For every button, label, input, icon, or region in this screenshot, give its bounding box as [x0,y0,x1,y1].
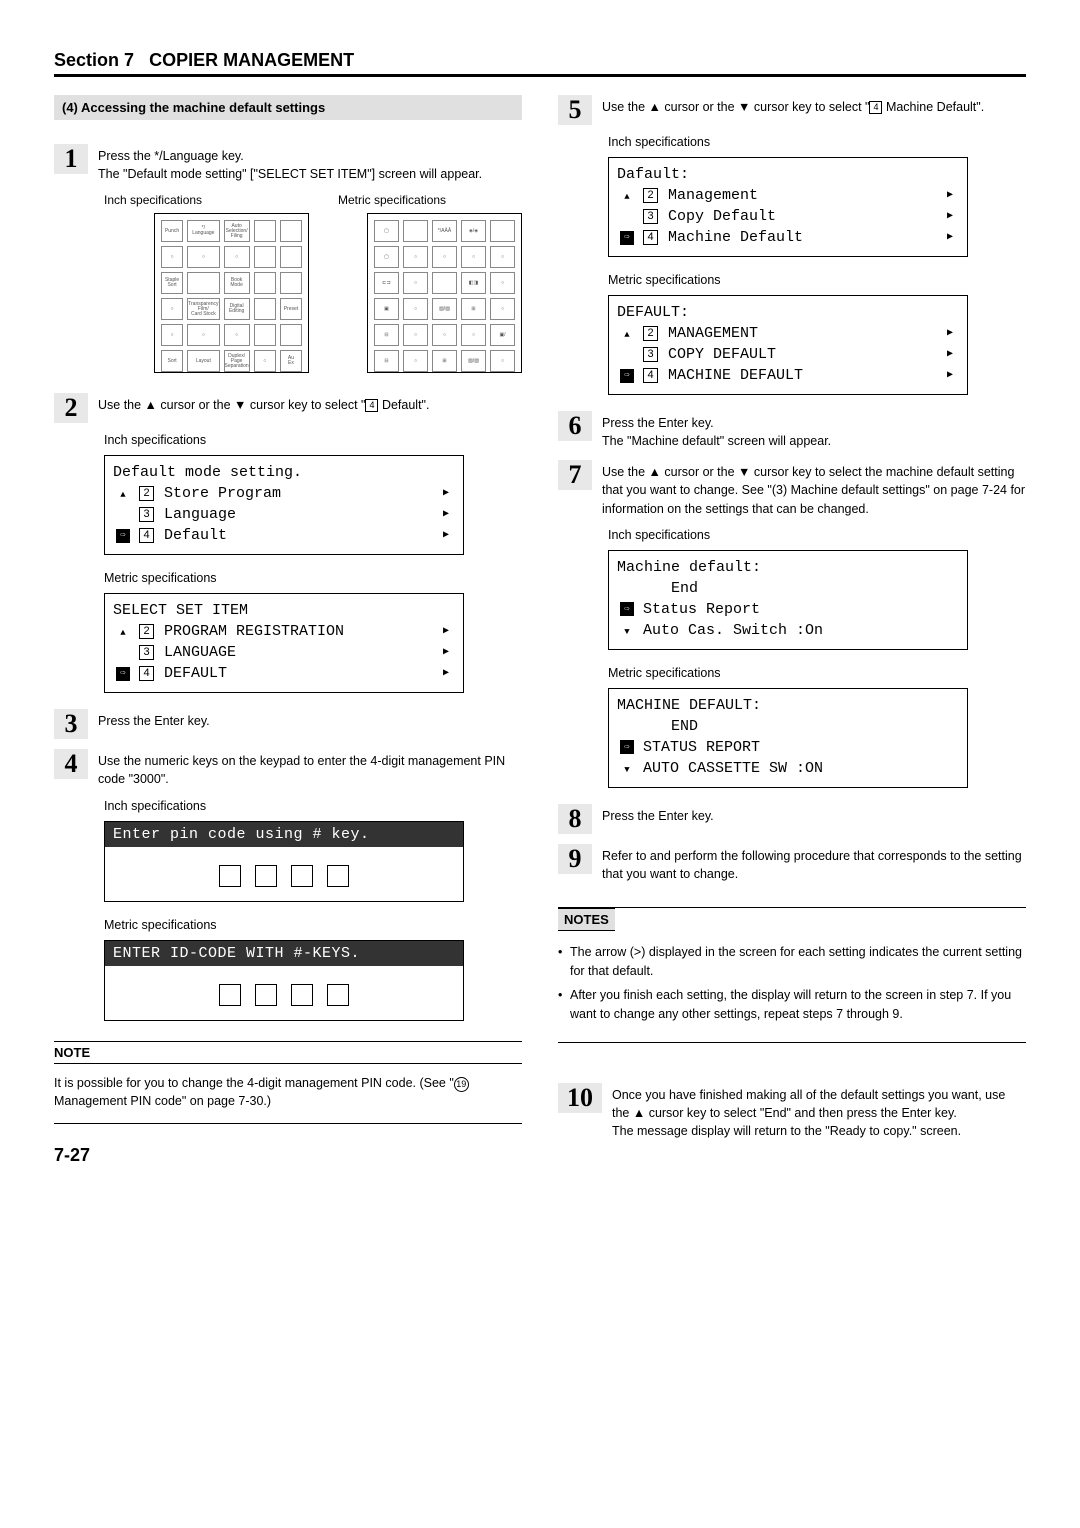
spec-label-metric: Metric specifications [104,571,522,585]
note-item: The arrow (>) displayed in the screen fo… [558,943,1026,981]
spec-label-inch: Inch specifications [608,135,1026,149]
page-number: 7-27 [54,1145,90,1166]
step-number-badge: 1 [54,144,88,174]
down-arrow-icon [624,620,629,641]
step-number-badge: 2 [54,393,88,423]
note-body: It is possible for you to change the 4-d… [54,1074,522,1125]
selector-arrow-icon: ⇨ [620,602,634,616]
right-arrow-icon [947,347,953,362]
step-text: Press the Enter key. [98,709,522,730]
step-text: Use the ▲ cursor or the ▼ cursor key to … [98,393,522,414]
notes-body: The arrow (>) displayed in the screen fo… [558,943,1026,1043]
step-5: 5 Use the ▲ cursor or the ▼ cursor key t… [558,95,1026,125]
note-block: NOTE It is possible for you to change th… [54,1041,522,1125]
control-panel-diagrams: Punch*/LanguageAutoSelection/Filing ○○○ … [104,213,522,373]
step-number-badge: 10 [558,1083,602,1113]
up-arrow-icon [624,185,629,206]
step-7: 7 Use the ▲ cursor or the ▼ cursor key t… [558,460,1026,517]
spec-label-inch: Inch specifications [104,799,522,813]
step-number-badge: 9 [558,844,592,874]
boxed-number-icon: 4 [365,399,378,412]
circled-number-icon: 19 [454,1077,469,1092]
up-arrow-icon [624,323,629,344]
step-text: Once you have finished making all of the… [612,1083,1026,1140]
lcd-screen-inch: Machine default: End ⇨Status Report Auto… [608,550,968,650]
spec-label-inch: Inch specifications [104,193,288,207]
right-arrow-icon [947,230,953,245]
spec-label-metric: Metric specifications [608,666,1026,680]
step-3: 3 Press the Enter key. [54,709,522,739]
right-arrow-icon [443,666,449,681]
lcd-pin-inch: Enter pin code using # key. [104,821,464,902]
page-header: Section 7 COPIER MANAGEMENT [54,50,1026,77]
lcd-screen-metric: DEFAULT: 2MANAGEMENT 3COPY DEFAULT ⇨4MAC… [608,295,968,395]
note-item: After you finish each setting, the displ… [558,986,1026,1024]
spec-label-metric: Metric specifications [104,918,522,932]
step-9: 9 Refer to and perform the following pro… [558,844,1026,883]
step-number-badge: 5 [558,95,592,125]
right-arrow-icon [947,188,953,203]
right-column: 5 Use the ▲ cursor or the ▼ cursor key t… [558,95,1026,1150]
step-6: 6 Press the Enter key. The "Machine defa… [558,411,1026,450]
step-number-badge: 3 [54,709,88,739]
two-column-layout: (4) Accessing the machine default settin… [54,95,1026,1150]
control-panel-inch: Punch*/LanguageAutoSelection/Filing ○○○ … [154,213,309,373]
lcd-screen-inch: Dafault: 2Management 3Copy Default ⇨4Mac… [608,157,968,257]
step-number-badge: 6 [558,411,592,441]
selector-arrow-icon: ⇨ [116,529,130,543]
step-10: 10 Once you have finished making all of … [558,1083,1026,1140]
right-arrow-icon [443,645,449,660]
right-arrow-icon [443,528,449,543]
step-text: Use the numeric keys on the keypad to en… [98,749,522,788]
lcd-screen-metric: MACHINE DEFAULT: END ⇨STATUS REPORT AUTO… [608,688,968,788]
lcd-pin-metric: ENTER ID-CODE WITH #-KEYS. [104,940,464,1021]
right-arrow-icon [443,507,449,522]
right-arrow-icon [947,326,953,341]
step-number-badge: 7 [558,460,592,490]
note-title: NOTE [54,1041,522,1064]
step-text: Press the Enter key. [602,804,1026,825]
section-title: COPIER MANAGEMENT [149,50,354,70]
subsection-heading: (4) Accessing the machine default settin… [54,95,522,120]
selector-arrow-icon: ⇨ [116,667,130,681]
right-arrow-icon [947,209,953,224]
up-arrow-icon [120,483,125,504]
selector-arrow-icon: ⇨ [620,740,634,754]
spec-label-inch: Inch specifications [608,528,1026,542]
step-text: Use the ▲ cursor or the ▼ cursor key to … [602,460,1026,517]
step-text: Refer to and perform the following proce… [602,844,1026,883]
notes-title: NOTES [558,908,615,931]
right-arrow-icon [947,368,953,383]
right-arrow-icon [443,624,449,639]
step-text: Use the ▲ cursor or the ▼ cursor key to … [602,95,1026,116]
step-text: Press the Enter key. The "Machine defaul… [602,411,1026,450]
step-1: 1 Press the */Language key. The "Default… [54,144,522,183]
step-number-badge: 8 [558,804,592,834]
section-number: Section 7 [54,50,134,70]
boxed-number-icon: 4 [869,101,882,114]
step-4: 4 Use the numeric keys on the keypad to … [54,749,522,788]
step-2: 2 Use the ▲ cursor or the ▼ cursor key t… [54,393,522,423]
spec-label-metric: Metric specifications [338,193,522,207]
down-arrow-icon [624,758,629,779]
lcd-screen-inch: Default mode setting. 2Store Program 3La… [104,455,464,555]
spec-label-inch: Inch specifications [104,433,522,447]
step-8: 8 Press the Enter key. [558,804,1026,834]
spec-label-metric: Metric specifications [608,273,1026,287]
up-arrow-icon [120,621,125,642]
lcd-screen-metric: SELECT SET ITEM 2PROGRAM REGISTRATION 3L… [104,593,464,693]
selector-arrow-icon: ⇨ [620,369,634,383]
right-arrow-icon [443,486,449,501]
left-column: (4) Accessing the machine default settin… [54,95,522,1150]
step-text: Press the */Language key. The "Default m… [98,144,522,183]
selector-arrow-icon: ⇨ [620,231,634,245]
control-panel-metric: ▢*/AÄÂ◈/◈ ▢○○○○ ⊏⊐○◧◨○ ▣○▧/▨⊞○ ⊟○○○▣/ ⊟○… [367,213,522,373]
step-number-badge: 4 [54,749,88,779]
section-heading: Section 7 COPIER MANAGEMENT [54,50,1026,71]
